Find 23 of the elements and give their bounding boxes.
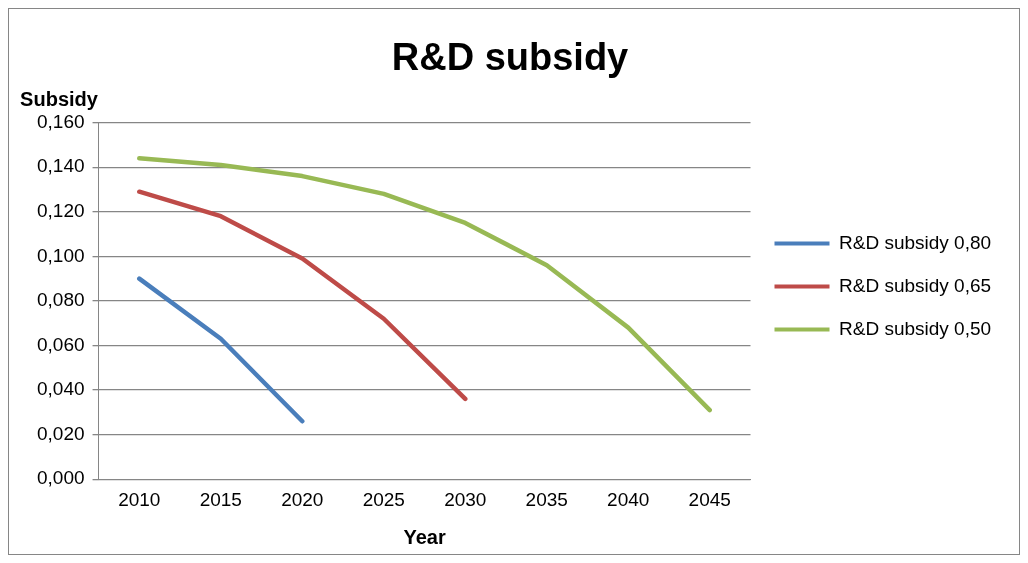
y-tick-label: 0,160 [37,110,85,132]
y-tick-label: 0,080 [37,289,85,311]
x-tick-label: 2035 [525,488,568,510]
chart-title: R&D subsidy [391,36,629,79]
x-tick-label: 2020 [281,488,324,510]
x-axis-title: Year [403,525,446,548]
y-tick-label: 0,020 [37,422,85,444]
x-tick-label: 2030 [444,488,487,510]
y-tick-label: 0,000 [37,467,85,489]
legend-label: R&D subsidy 0,50 [839,317,992,339]
legend-label: R&D subsidy 0,80 [839,231,992,253]
y-tick-label: 0,140 [37,155,85,177]
y-tick-label: 0,040 [37,378,85,400]
x-tick-label: 2040 [607,488,650,510]
x-tick-label: 2045 [688,488,731,510]
x-tick-label: 2025 [362,488,405,510]
y-tick-label: 0,060 [37,333,85,355]
x-tick-label: 2010 [118,488,161,510]
y-tick-label: 0,120 [37,199,85,221]
y-tick-label: 0,100 [37,244,85,266]
x-tick-label: 2015 [199,488,242,510]
y-axis-title: Subsidy [20,88,99,111]
legend-label: R&D subsidy 0,65 [839,274,992,296]
